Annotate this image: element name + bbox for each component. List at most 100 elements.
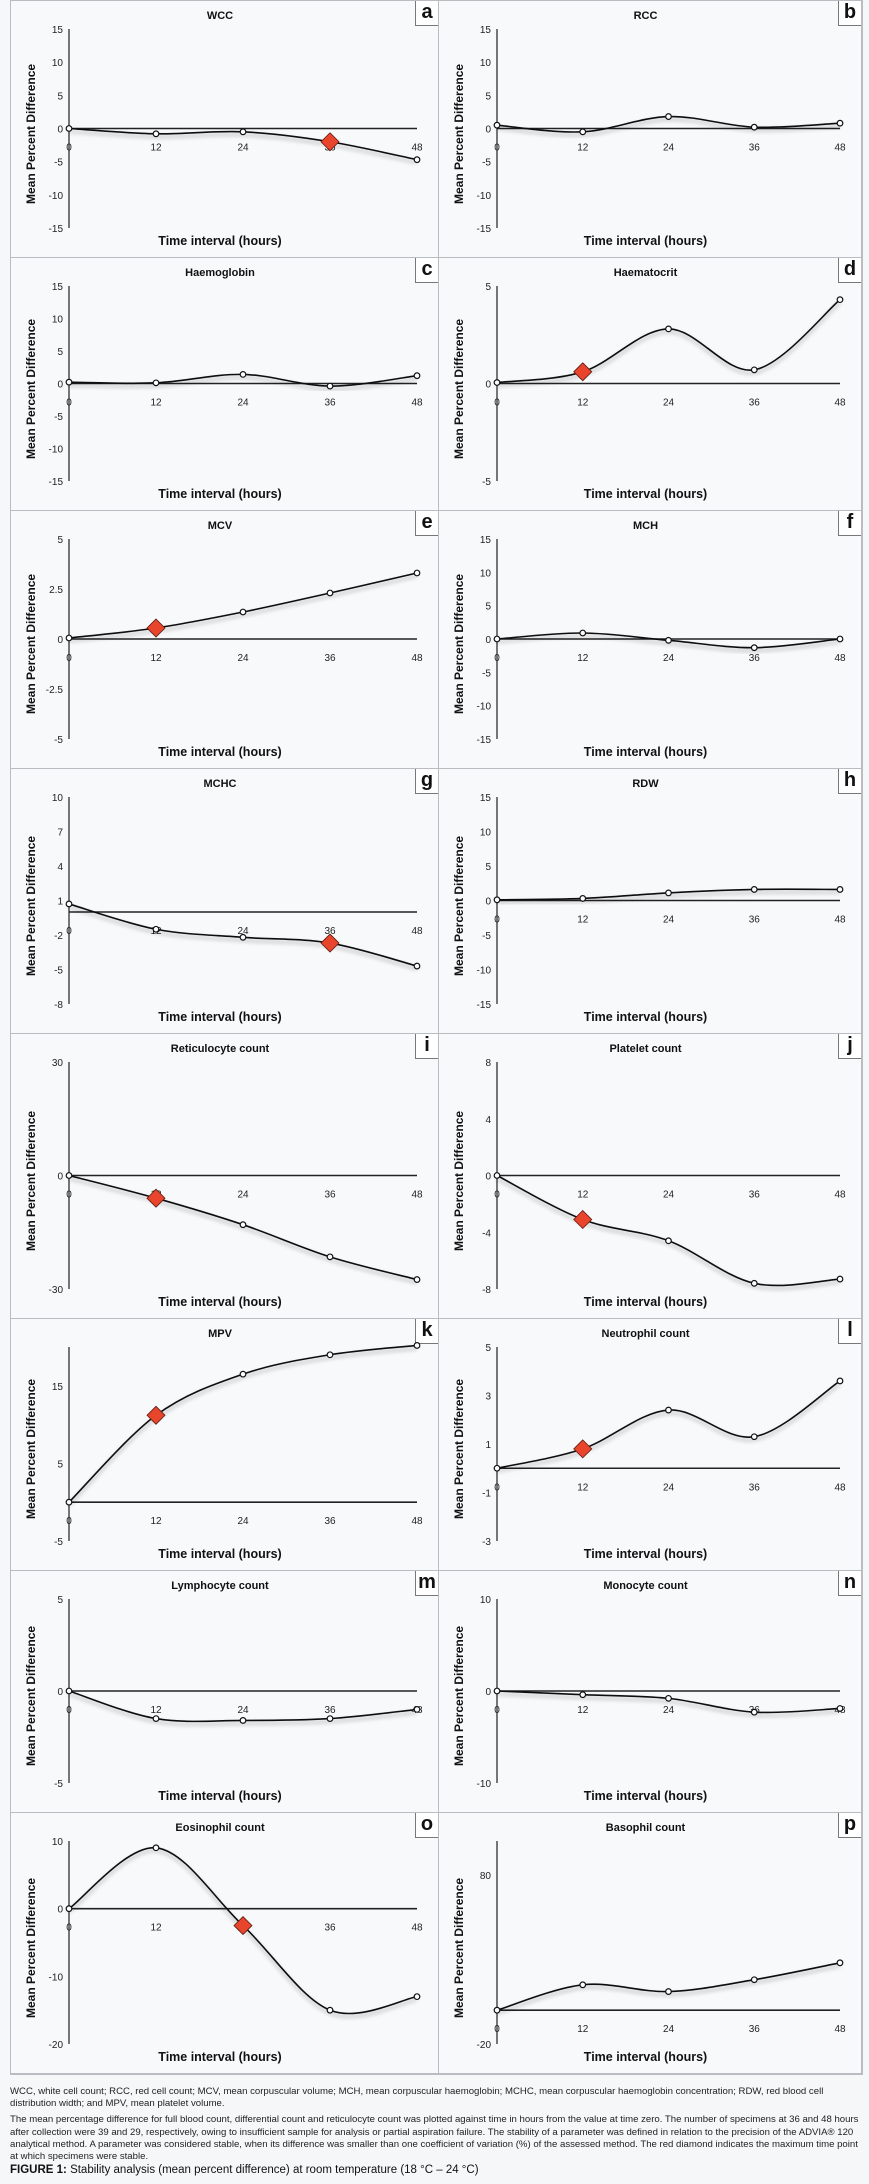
chart-title: Platelet count: [609, 1043, 682, 1055]
panel-letter: e: [415, 511, 438, 536]
data-point: [326, 1253, 334, 1261]
data-point: [413, 569, 421, 577]
x-tick-label: 36: [324, 1516, 336, 1527]
series-line: [496, 1380, 841, 1470]
y-tick-label: 5: [57, 91, 63, 102]
y-axis-label: Mean Percent Difference: [452, 1110, 466, 1251]
data-point: [836, 296, 844, 304]
y-tick-label: 5: [485, 91, 491, 102]
x-axis-label: Time interval (hours): [158, 1010, 282, 1024]
chart-title: Neutrophil count: [601, 1328, 690, 1340]
y-tick-label: -5: [482, 668, 491, 679]
data-point: [65, 900, 73, 908]
x-axis-label: Time interval (hours): [583, 487, 708, 501]
data-point: [413, 156, 421, 164]
x-tick-label: 36: [749, 1482, 761, 1493]
data-point: [493, 379, 501, 386]
data-point: [239, 933, 247, 941]
x-tick-label: 0: [494, 653, 500, 664]
data-point: [152, 379, 160, 387]
series-line: [496, 299, 841, 384]
data-point: [493, 1172, 501, 1179]
x-tick-label: 0: [494, 915, 500, 926]
x-tick-label: 0: [66, 143, 72, 154]
x-tick-label: 12: [150, 653, 162, 664]
stable-point-marker: [146, 1405, 166, 1425]
x-tick-label: 12: [150, 143, 162, 154]
y-tick-label: 3: [485, 1392, 491, 1403]
y-tick-label: 5: [57, 1459, 63, 1470]
chart-title: Eosinophil count: [175, 1822, 265, 1834]
panel-letter: b: [838, 1, 861, 26]
x-tick-label: 12: [150, 398, 162, 409]
data-point: [750, 1976, 758, 1984]
chart-svg: 15 5 -50 12 24 36 48: [52, 1342, 423, 1548]
chart-panel-e: e MCV 5 2.5 0 -2.5 -5 0 12 24 36 48 Time interval (h…: [11, 511, 439, 769]
y-tick-label: 4: [57, 862, 63, 873]
y-tick-label: 7: [57, 828, 63, 839]
panel-letter: f: [838, 511, 861, 536]
data-point: [239, 608, 247, 616]
panel-letter: j: [838, 1034, 861, 1059]
y-tick-label: -5: [54, 966, 63, 977]
x-tick-label: 24: [663, 398, 675, 409]
x-tick-label: 36: [324, 926, 336, 937]
y-tick-label: 0: [57, 1172, 63, 1183]
data-point: [836, 1705, 844, 1712]
y-tick-label: 10: [52, 1837, 64, 1848]
y-tick-label: -15: [477, 224, 492, 235]
x-axis-label: Time interval (hours): [583, 1789, 708, 1803]
x-tick-label: 24: [663, 1482, 675, 1493]
data-point: [326, 1715, 334, 1723]
x-tick-label: 24: [663, 143, 675, 154]
data-point: [326, 2006, 334, 2014]
data-point: [836, 1377, 844, 1385]
y-tick-label: 0: [485, 380, 491, 391]
data-point: [413, 1705, 421, 1713]
x-axis-label: Time interval (hours): [158, 1547, 282, 1561]
data-point: [579, 128, 587, 136]
panel-letter: g: [415, 769, 438, 794]
chart-svg: 80 -200 12 24 36 48: [477, 1841, 846, 2051]
panel-letter: d: [838, 258, 861, 283]
x-tick-label: 48: [834, 915, 846, 926]
data-point: [65, 1905, 73, 1913]
y-tick-label: -30: [49, 1285, 64, 1296]
y-tick-label: -5: [54, 1537, 63, 1548]
x-axis-label: Time interval (hours): [583, 1010, 708, 1024]
y-tick-label: 15: [480, 535, 492, 546]
chart-title: MCH: [632, 520, 659, 532]
y-tick-label: 10: [52, 58, 64, 69]
x-tick-label: 24: [237, 143, 249, 154]
panel-letter: k: [415, 1319, 438, 1344]
stable-point-marker: [573, 1439, 593, 1459]
x-tick-label: 0: [494, 2024, 500, 2035]
y-tick-label: 0: [485, 1172, 491, 1183]
x-tick-label: 36: [749, 1190, 761, 1201]
data-point: [239, 370, 247, 378]
x-tick-label: 48: [834, 143, 846, 154]
data-point: [493, 1687, 501, 1695]
data-point: [239, 1221, 247, 1229]
x-tick-label: 36: [324, 653, 336, 664]
y-tick-label: 10: [480, 1595, 492, 1606]
x-tick-label: 48: [411, 398, 423, 409]
data-point: [326, 382, 334, 390]
y-axis-label: Mean Percent Difference: [24, 835, 38, 976]
y-axis-label: Mean Percent Difference: [452, 1877, 466, 2018]
x-tick-label: 24: [237, 926, 249, 937]
y-tick-label: 80: [480, 1871, 492, 1882]
y-tick-label: -5: [54, 158, 63, 169]
x-axis-label: Time interval (hours): [158, 487, 282, 501]
x-tick-label: 24: [237, 1705, 249, 1716]
x-tick-label: 12: [577, 398, 589, 409]
y-tick-label: 1: [57, 897, 63, 908]
data-point: [750, 886, 758, 893]
y-axis-label: Mean Percent Difference: [24, 1877, 38, 2018]
y-axis-label: Mean Percent Difference: [24, 1110, 38, 1251]
